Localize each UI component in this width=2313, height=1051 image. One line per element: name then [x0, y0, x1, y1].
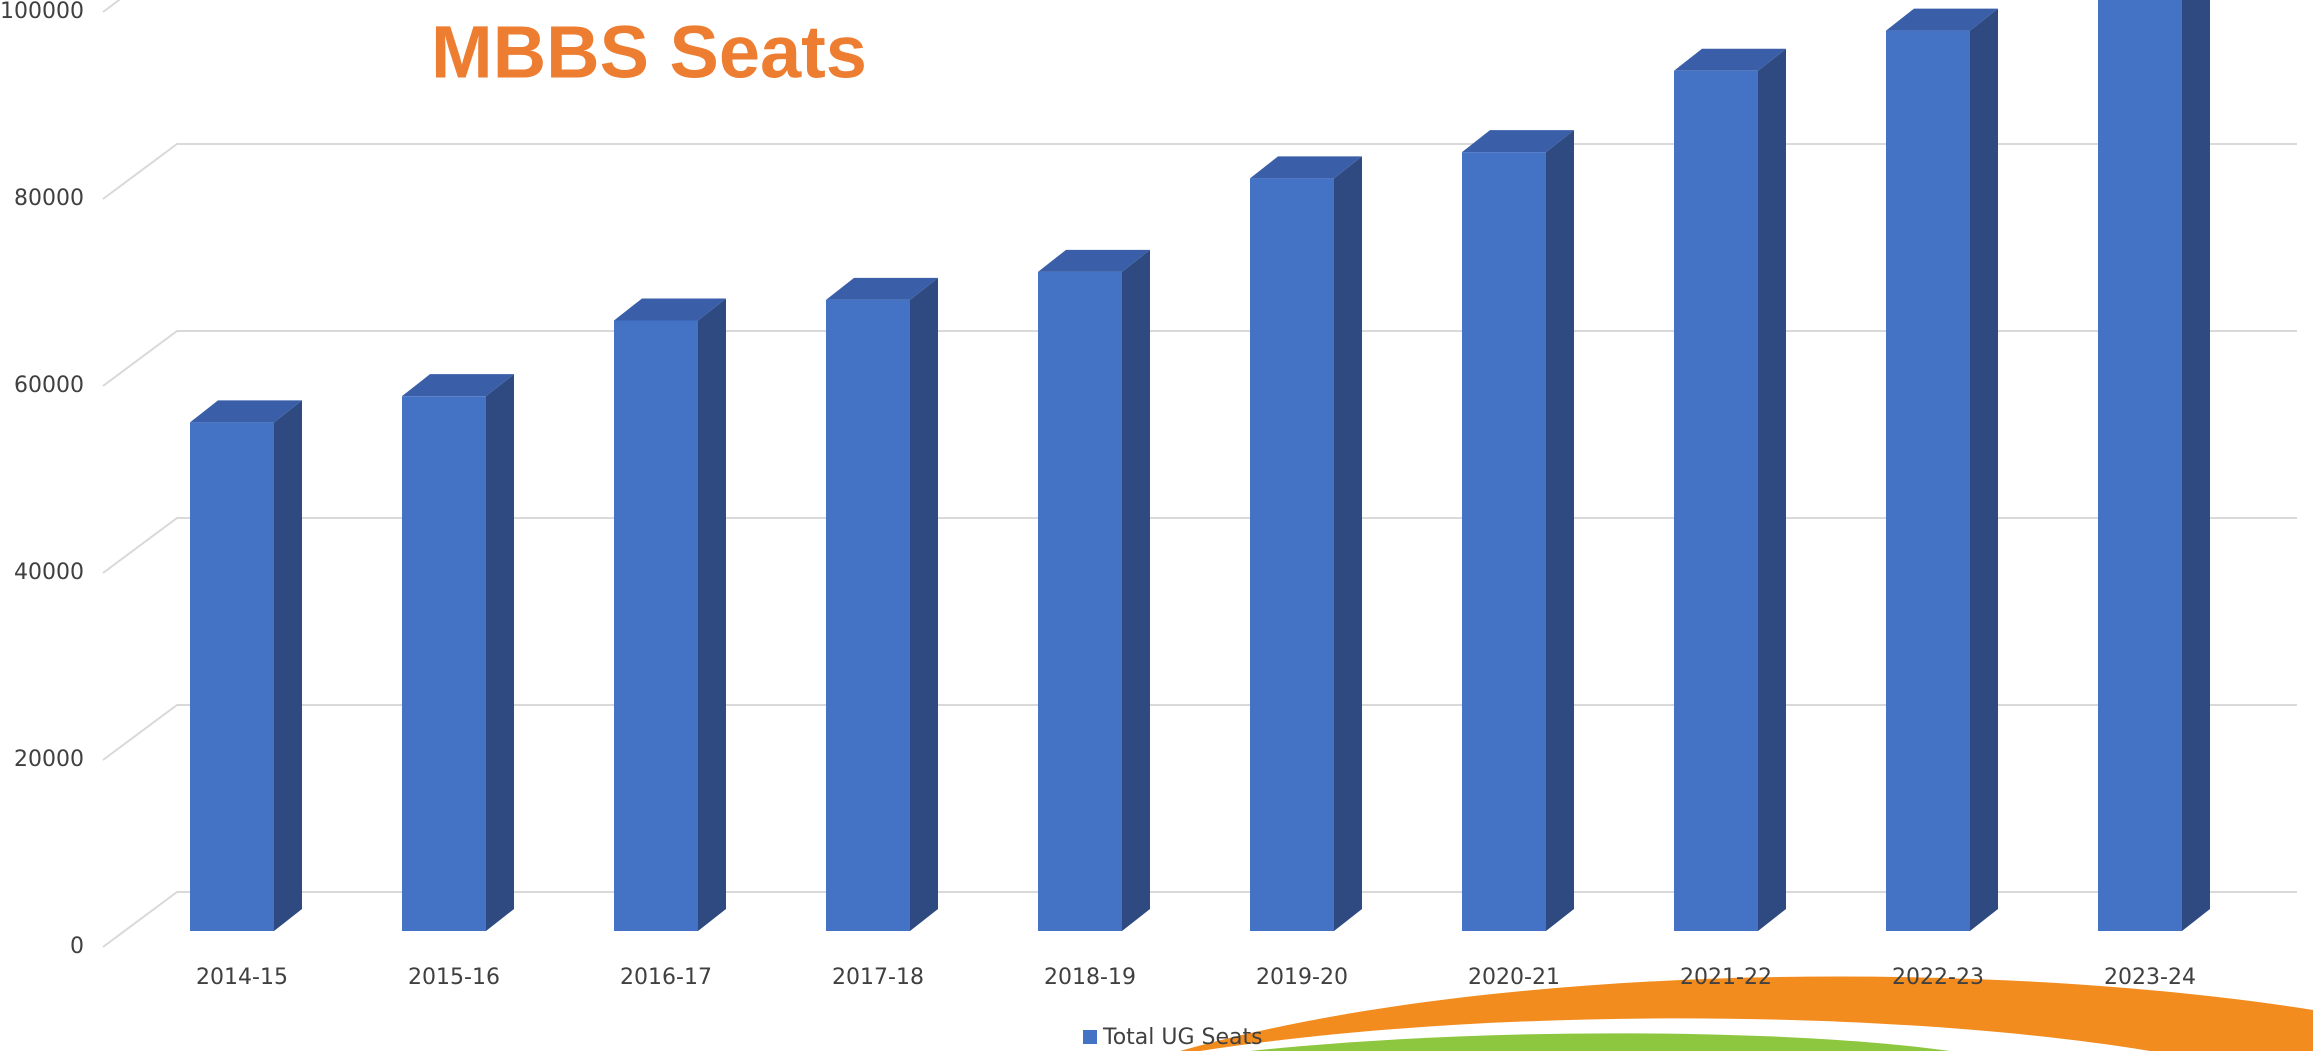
x-tick-label: 2015-16	[408, 965, 500, 990]
bar-side	[1122, 250, 1150, 931]
bar	[1886, 31, 1970, 931]
y-tick-label: 100000	[0, 0, 84, 24]
chart-title: MBBS Seats	[431, 11, 867, 94]
bar	[190, 422, 274, 931]
bar-side	[1546, 130, 1574, 931]
bar	[614, 320, 698, 931]
bar	[1038, 272, 1122, 931]
y-tick-label: 0	[70, 934, 84, 959]
x-tick-label: 2017-18	[832, 965, 924, 990]
bar-side	[1758, 49, 1786, 931]
bar-side	[486, 374, 514, 931]
y-tick-label: 60000	[14, 373, 84, 398]
bar	[2098, 0, 2182, 931]
bar	[1250, 178, 1334, 931]
x-tick-label: 2016-17	[620, 965, 712, 990]
legend-label: Total UG Seats	[1102, 1025, 1263, 1050]
x-tick-label: 2020-21	[1468, 965, 1560, 990]
legend-swatch	[1083, 1030, 1097, 1044]
x-tick-label: 2014-15	[196, 965, 288, 990]
bar	[826, 300, 910, 931]
bar	[1462, 152, 1546, 931]
bar-side	[274, 400, 302, 931]
y-tick-label: 20000	[14, 747, 84, 772]
plot-area: 0 20000 40000 60000 80000 100000 2014-15 2015-1…	[0, 0, 2297, 1050]
bar-side	[1970, 9, 1998, 931]
bar-side	[1334, 156, 1362, 931]
y-tick-label: 80000	[14, 186, 84, 211]
x-tick-label: 2018-19	[1044, 965, 1136, 990]
x-tick-label: 2019-20	[1256, 965, 1348, 990]
x-tick-label: 2021-22	[1680, 965, 1772, 990]
y-tick-label: 40000	[14, 560, 84, 585]
bar-side	[2182, 0, 2210, 931]
bar	[1674, 71, 1758, 931]
bar-side	[910, 278, 938, 931]
bar-side	[698, 298, 726, 931]
x-tick-label: 2023-24	[2104, 965, 2196, 990]
bar	[402, 396, 486, 931]
x-tick-label: 2022-23	[1892, 965, 1984, 990]
chart: 0 20000 40000 60000 80000 100000 2014-15 2015-1…	[0, 0, 2313, 1051]
